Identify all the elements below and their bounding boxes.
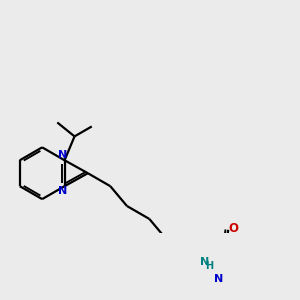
Text: H: H	[206, 261, 214, 271]
Text: N: N	[58, 187, 67, 196]
Text: N: N	[214, 274, 224, 284]
Text: N: N	[200, 257, 209, 267]
Text: O: O	[228, 222, 238, 235]
Text: N: N	[58, 150, 67, 160]
